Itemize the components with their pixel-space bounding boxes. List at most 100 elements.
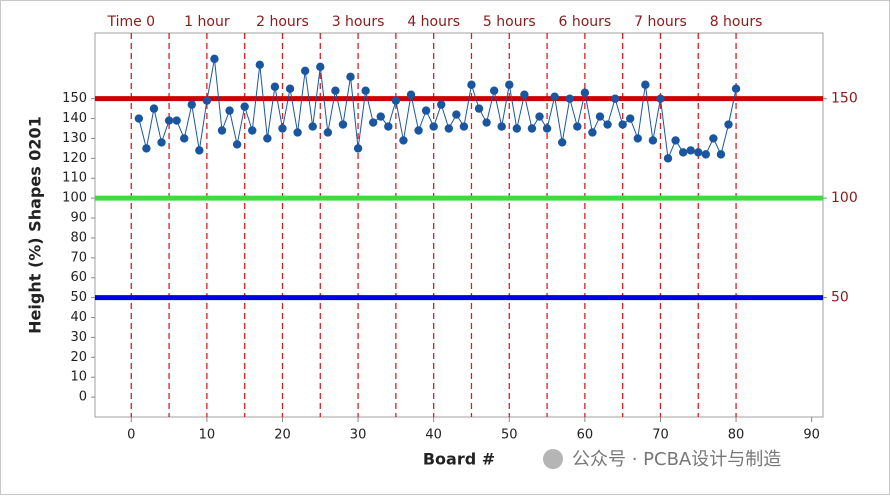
data-point <box>391 96 401 105</box>
data-point <box>542 124 552 133</box>
data-point <box>134 114 144 123</box>
data-point <box>429 122 438 131</box>
data-point <box>489 86 499 95</box>
watermark: 公众号 · PCBA设计与制造 <box>572 449 781 470</box>
time-label: 7 hours <box>634 14 687 30</box>
y-tick-label: 150 <box>62 91 87 106</box>
y-tick-label: 130 <box>62 131 87 146</box>
data-point <box>376 112 385 121</box>
time-label: 1 hour <box>184 14 230 30</box>
data-point <box>437 100 446 109</box>
data-point <box>421 106 431 115</box>
data-point <box>263 134 272 143</box>
y-tick-label: 70 <box>70 250 87 265</box>
data-point <box>240 102 249 111</box>
y-tick-label: 10 <box>70 370 87 385</box>
y-tick-label: 100 <box>62 191 87 206</box>
x-tick-label: 40 <box>425 428 442 443</box>
y-tick-label: 40 <box>70 310 87 325</box>
data-point <box>505 80 514 89</box>
data-point <box>346 72 355 81</box>
data-point <box>626 114 635 123</box>
data-point <box>633 134 642 143</box>
data-point <box>255 60 265 70</box>
x-tick-label: 90 <box>803 428 820 443</box>
data-point <box>195 146 204 155</box>
y-tick-label: 20 <box>70 350 87 365</box>
time-label: 5 hours <box>483 14 536 30</box>
time-label: 6 hours <box>559 14 612 30</box>
data-point <box>278 124 287 133</box>
data-point <box>731 84 741 93</box>
data-point <box>270 82 280 91</box>
data-point <box>671 136 680 145</box>
data-point <box>285 84 295 93</box>
data-point <box>406 90 416 99</box>
data-point <box>648 136 658 145</box>
data-point <box>180 134 189 143</box>
data-point <box>701 150 711 159</box>
data-point <box>293 128 302 137</box>
x-tick-label: 60 <box>577 428 594 443</box>
data-point <box>694 148 703 157</box>
data-point <box>724 120 733 129</box>
y-tick-label: 30 <box>70 330 87 345</box>
data-point <box>149 104 159 113</box>
data-point <box>142 144 151 153</box>
y-tick-label: 50 <box>70 290 87 305</box>
data-point <box>535 112 544 121</box>
data-point <box>331 86 340 95</box>
data-point <box>709 134 718 143</box>
x-tick-label: 80 <box>728 428 745 443</box>
data-point <box>172 116 181 125</box>
data-point <box>323 128 333 137</box>
data-point <box>187 100 196 109</box>
time-label: 3 hours <box>332 14 385 30</box>
x-tick-label: 30 <box>350 428 367 443</box>
data-point <box>573 122 582 131</box>
data-point <box>641 80 650 89</box>
data-point <box>588 128 597 137</box>
time-label: 4 hours <box>407 14 460 30</box>
y-tick-label: 120 <box>62 151 87 166</box>
data-point <box>248 126 257 135</box>
data-point <box>316 62 325 72</box>
x-tick-label: 50 <box>501 428 518 443</box>
data-point <box>656 94 665 103</box>
data-point <box>384 122 393 131</box>
data-point <box>210 54 219 64</box>
data-point <box>595 112 605 121</box>
data-point <box>512 124 522 133</box>
data-point <box>474 104 484 113</box>
x-tick-label: 20 <box>274 428 291 443</box>
data-point <box>663 154 673 163</box>
data-point <box>550 92 559 101</box>
data-point <box>497 122 506 131</box>
x-axis-label: Board # <box>423 450 495 469</box>
plot-area <box>94 32 824 418</box>
data-point <box>603 120 612 129</box>
data-point <box>520 90 529 99</box>
data-point <box>557 138 567 147</box>
data-point <box>368 118 378 127</box>
data-point <box>482 118 491 127</box>
data-point <box>225 106 234 115</box>
y-axis-label: Height (%) Shapes 0201 <box>26 116 45 334</box>
y2-tick-label: 50 <box>831 290 849 306</box>
y-tick-label: 60 <box>70 270 87 285</box>
data-point <box>164 116 174 125</box>
y-tick-label: 0 <box>79 390 87 405</box>
data-point <box>444 124 453 133</box>
x-tick-label: 10 <box>199 428 216 443</box>
data-point <box>527 124 537 133</box>
data-point <box>202 96 212 105</box>
data-point <box>217 126 227 135</box>
data-point <box>414 126 423 135</box>
data-point <box>618 120 627 129</box>
data-point <box>678 148 688 157</box>
data-point <box>716 150 726 159</box>
time-label: 2 hours <box>256 14 309 30</box>
data-point <box>353 144 363 153</box>
data-point <box>399 136 408 145</box>
x-tick-label: 70 <box>652 428 669 443</box>
